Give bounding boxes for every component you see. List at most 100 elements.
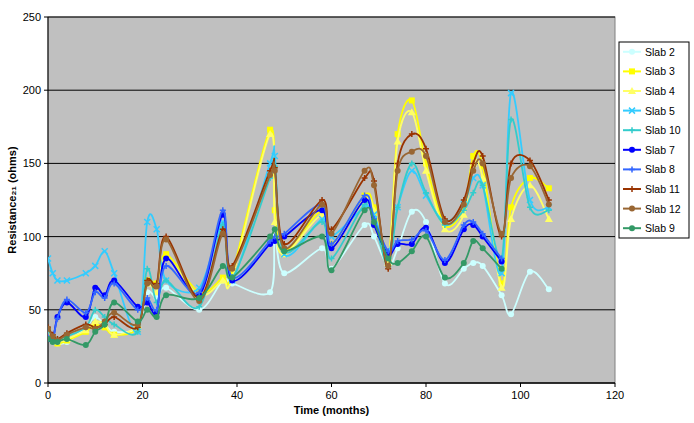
x-tick-label: 60	[325, 389, 337, 401]
legend-marker	[629, 49, 635, 55]
point	[362, 193, 368, 199]
point	[385, 263, 391, 269]
point	[220, 231, 226, 237]
grid-line	[48, 383, 615, 384]
legend-marker	[629, 206, 635, 212]
point	[371, 182, 377, 188]
point	[423, 228, 429, 234]
point	[461, 222, 467, 228]
point	[154, 226, 160, 232]
point	[480, 153, 486, 159]
y-tick-label: 150	[23, 157, 41, 169]
point	[92, 329, 98, 335]
point	[499, 266, 505, 272]
y-axis-label: Resistance₂₁ (ohms)	[6, 146, 18, 254]
point	[545, 215, 553, 222]
x-tick	[520, 383, 521, 387]
y-tick	[44, 17, 48, 18]
point	[281, 270, 287, 276]
grid-line	[48, 309, 615, 310]
legend-marker	[628, 87, 636, 94]
grid-line	[48, 17, 615, 18]
point	[48, 256, 51, 262]
point	[461, 201, 467, 207]
point	[163, 292, 169, 298]
x-tick	[142, 383, 143, 387]
point	[281, 248, 287, 254]
legend-label: Slab 8	[645, 163, 675, 175]
x-tick	[615, 383, 616, 387]
point	[362, 222, 368, 228]
y-tick-label: 100	[23, 231, 41, 243]
legend-label: Slab 3	[645, 65, 675, 77]
point	[229, 275, 235, 281]
legend-label: Slab 2	[645, 46, 675, 58]
point	[508, 311, 514, 317]
point	[319, 219, 325, 225]
y-tick-label: 250	[23, 11, 41, 23]
legend-marker	[629, 225, 635, 231]
x-tick-label: 80	[420, 389, 432, 401]
point	[110, 331, 118, 338]
point	[319, 245, 325, 251]
point	[527, 175, 533, 181]
y-tick	[44, 163, 48, 164]
point	[442, 280, 448, 286]
point	[499, 292, 505, 298]
x-tick	[331, 383, 332, 387]
point	[362, 207, 368, 213]
point	[371, 234, 377, 240]
point	[442, 257, 448, 263]
point	[111, 310, 117, 316]
point	[135, 307, 141, 313]
point	[409, 131, 415, 137]
point	[480, 263, 486, 269]
point	[219, 277, 227, 284]
point	[229, 266, 235, 272]
point	[499, 256, 505, 262]
point	[329, 241, 335, 247]
series-line	[48, 199, 502, 341]
point	[163, 263, 169, 269]
point	[91, 318, 99, 325]
point	[409, 97, 415, 103]
legend-label: Slab 5	[645, 105, 675, 117]
point	[163, 237, 169, 243]
point	[220, 207, 226, 213]
x-tick-label: 120	[606, 389, 624, 401]
legend-marker	[629, 108, 635, 114]
legend-marker	[629, 166, 635, 172]
point	[394, 137, 402, 144]
point	[395, 238, 401, 244]
point	[461, 201, 467, 207]
point	[272, 168, 278, 174]
point	[83, 310, 89, 316]
point	[281, 231, 287, 237]
series-group	[48, 90, 553, 348]
point	[442, 219, 448, 225]
legend-marker	[629, 186, 635, 192]
point	[408, 108, 416, 115]
point	[229, 275, 235, 281]
x-axis	[48, 383, 615, 384]
y-tick	[44, 236, 48, 237]
point	[329, 231, 335, 237]
point	[362, 168, 368, 174]
series-line	[48, 119, 549, 339]
legend-label: Slab 7	[645, 144, 675, 156]
point	[385, 256, 391, 262]
point	[102, 321, 108, 327]
legend-marker	[629, 127, 635, 133]
point	[92, 263, 98, 269]
legend-marker	[629, 68, 635, 74]
point	[480, 182, 486, 188]
series-line	[48, 92, 549, 333]
point	[83, 324, 89, 330]
point	[83, 324, 89, 330]
point	[48, 326, 51, 332]
point	[102, 321, 108, 327]
point	[267, 234, 273, 240]
point	[64, 336, 70, 342]
point	[163, 278, 169, 284]
point	[83, 270, 89, 276]
